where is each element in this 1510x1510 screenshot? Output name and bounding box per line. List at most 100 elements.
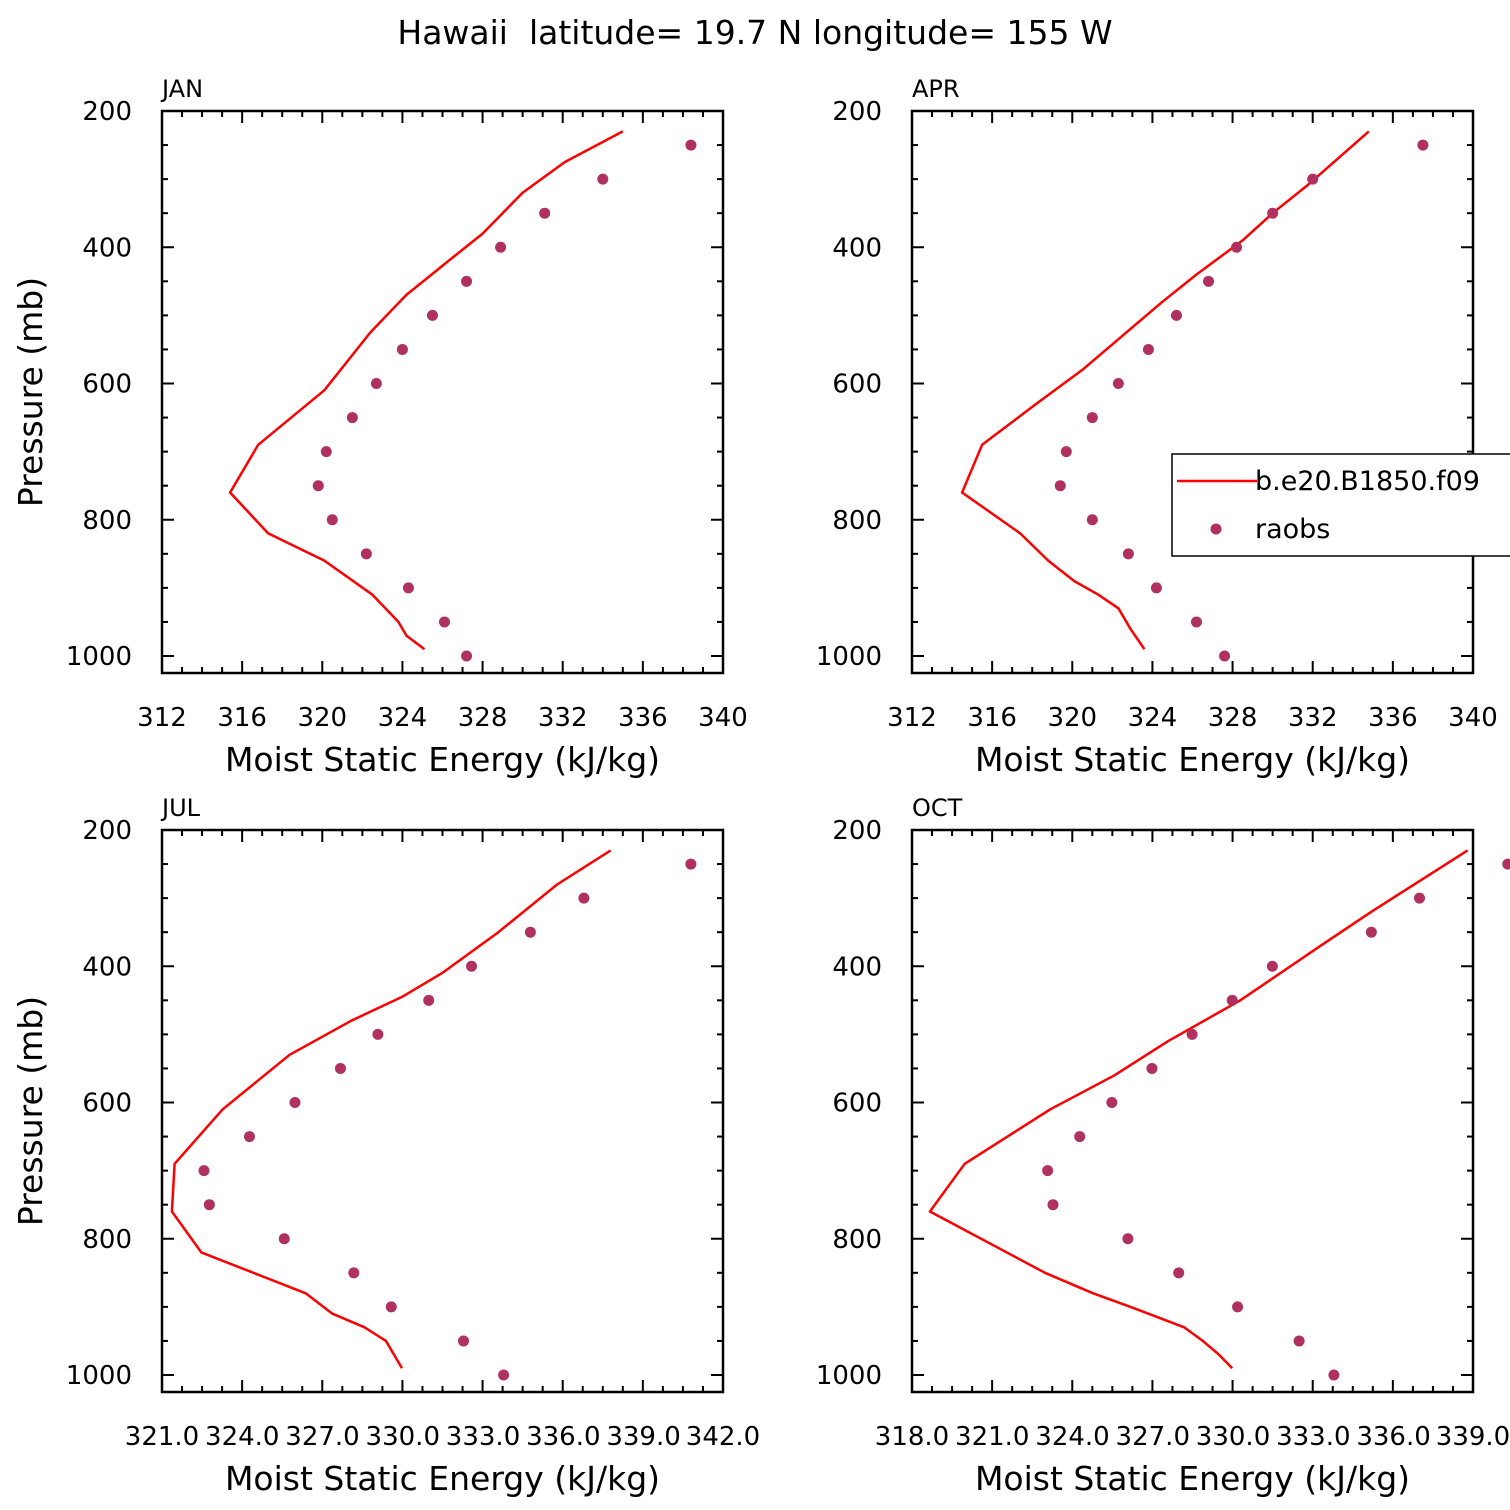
raobs-point	[1047, 1199, 1059, 1211]
x-tick-label: 332	[538, 703, 588, 733]
model-line	[170, 849, 612, 1369]
raobs-point	[1146, 1062, 1158, 1074]
panel-label: JAN	[160, 75, 203, 103]
x-tick-label: 324	[1128, 703, 1178, 733]
x-tick-label: 324	[378, 703, 428, 733]
y-tick-label: 800	[82, 1225, 132, 1255]
x-tick-label: 324.0	[205, 1422, 279, 1452]
raobs-point	[1307, 173, 1319, 185]
model-line	[960, 130, 1370, 650]
raobs-point	[1173, 1267, 1185, 1279]
x-tick-label: 336.0	[526, 1422, 600, 1452]
raobs-point	[1170, 309, 1182, 321]
x-axis-label: Moist Static Energy (kJ/kg)	[225, 1459, 660, 1498]
raobs-point	[1054, 480, 1066, 492]
x-axis-label: Moist Static Energy (kJ/kg)	[225, 740, 660, 779]
y-tick-label: 600	[832, 1089, 882, 1119]
x-tick-label: 342.0	[686, 1422, 760, 1452]
figure-title: Hawaii latitude= 19.7 N longitude= 155 W	[397, 13, 1112, 52]
raobs-point	[1042, 1165, 1054, 1177]
raobs-point	[1060, 446, 1072, 458]
raobs-point	[385, 1301, 397, 1313]
panel-oct: OCT 318.0 321.0 324.0 327.0 330.0 333.0 336.0 33…	[816, 794, 1510, 1498]
legend-dot-swatch	[1210, 523, 1222, 535]
x-tick-label: 320	[1047, 703, 1097, 733]
y-tick-label: 800	[832, 1225, 882, 1255]
raobs-point	[1232, 1301, 1244, 1313]
x-tick-label: 327.0	[1116, 1422, 1190, 1452]
raobs-point	[326, 514, 338, 526]
raobs-point	[1219, 650, 1231, 662]
raobs-point	[1293, 1335, 1305, 1347]
raobs-point	[1186, 1028, 1198, 1040]
raobs-point	[198, 1165, 210, 1177]
raobs-point	[396, 343, 408, 355]
legend: b.e20.B1850.f09 raobs	[1171, 453, 1510, 557]
x-tick-label: 318.0	[875, 1422, 949, 1452]
legend-box	[1171, 453, 1510, 557]
raobs-point	[1266, 960, 1278, 972]
raobs-point	[1191, 616, 1203, 628]
plot-frame	[910, 109, 1475, 675]
x-tick-label: 340	[1448, 703, 1498, 733]
y-tick-label: 200	[82, 816, 132, 846]
model-line	[928, 849, 1469, 1370]
raobs-point	[1112, 378, 1124, 389]
raobs-point	[439, 616, 451, 628]
raobs-point	[243, 1131, 255, 1143]
raobs-point	[1150, 582, 1162, 594]
x-tick-label: 333.0	[1276, 1422, 1350, 1452]
y-tick-label: 800	[832, 506, 882, 536]
raobs-point	[495, 241, 507, 253]
raobs-point	[1226, 994, 1238, 1006]
raobs-point	[466, 960, 478, 972]
plot-frame	[910, 828, 1475, 1394]
y-axis-label: Pressure (mb)	[11, 277, 50, 507]
x-tick-label: 321.0	[955, 1422, 1029, 1452]
panels: JAN 312 316 320 324 328 332 336 340 200 400 600 800 1…	[11, 75, 1510, 1498]
x-tick-label: 330.0	[1196, 1422, 1270, 1452]
legend-model-label: b.e20.B1850.f09	[1255, 466, 1480, 497]
panel-jul: JUL 321.0 324.0 327.0 330.0 333.0 336.0 339.0 34…	[11, 794, 760, 1498]
y-tick-label: 1000	[816, 642, 882, 672]
raobs-point	[685, 858, 697, 870]
raobs-point	[334, 1062, 346, 1074]
x-tick-label: 333.0	[446, 1422, 520, 1452]
raobs-point	[578, 892, 590, 904]
raobs-point	[312, 480, 324, 492]
x-tick-label: 336	[1368, 703, 1418, 733]
y-tick-label: 600	[82, 1089, 132, 1119]
x-tick-label: 336	[618, 703, 668, 733]
plot-frame	[160, 828, 725, 1394]
y-tick-label: 600	[82, 370, 132, 400]
raobs-point	[370, 378, 382, 389]
raobs-point	[1203, 275, 1215, 287]
x-tick-label: 327.0	[285, 1422, 359, 1452]
raobs-point	[289, 1097, 301, 1108]
model-line	[228, 130, 624, 651]
x-tick-label: 312	[887, 703, 937, 733]
y-tick-label: 1000	[66, 642, 132, 672]
raobs-point	[1417, 139, 1429, 151]
y-tick-label: 600	[832, 370, 882, 400]
x-tick-label: 332	[1288, 703, 1338, 733]
x-axis-label: Moist Static Energy (kJ/kg)	[975, 1459, 1410, 1498]
raobs-point	[423, 994, 435, 1006]
x-tick-label: 328	[458, 703, 508, 733]
raobs-point	[426, 309, 438, 321]
raobs-point	[1267, 207, 1279, 219]
raobs-point	[461, 275, 473, 287]
x-tick-label: 316	[217, 703, 267, 733]
y-tick-label: 1000	[66, 1361, 132, 1391]
raobs-point	[346, 412, 358, 424]
y-tick-label: 800	[82, 506, 132, 536]
x-tick-label: 316	[967, 703, 1017, 733]
raobs-point	[1142, 343, 1154, 355]
raobs-point	[458, 1335, 470, 1347]
legend-obs-label: raobs	[1255, 514, 1330, 545]
raobs-point	[1365, 926, 1377, 938]
y-tick-label: 400	[82, 952, 132, 982]
raobs-point	[1086, 412, 1098, 424]
raobs-point	[1074, 1131, 1086, 1143]
